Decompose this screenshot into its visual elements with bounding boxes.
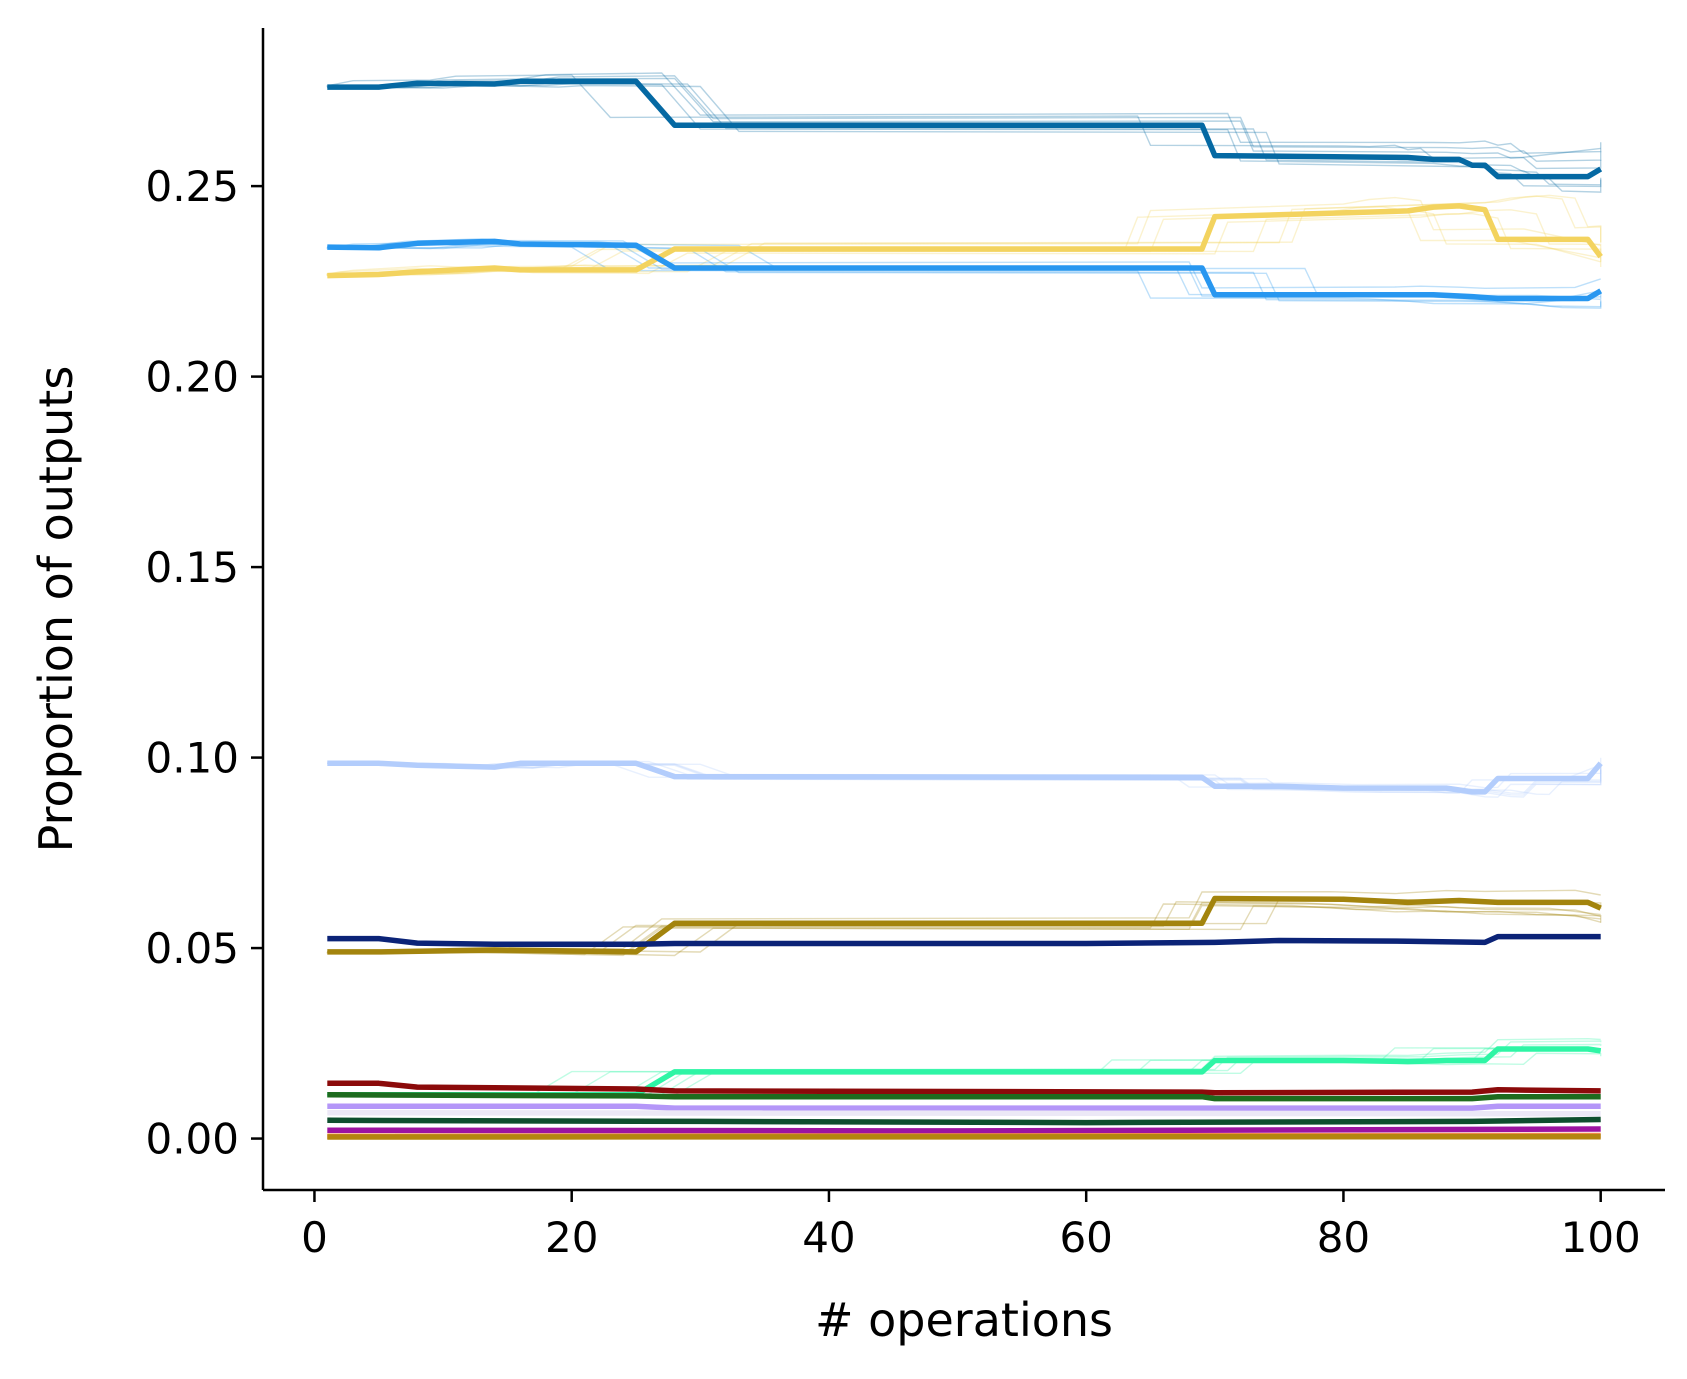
background-trace bbox=[326, 241, 1601, 305]
series-line bbox=[327, 1046, 1602, 1098]
background-trace bbox=[326, 206, 1601, 276]
background-trace bbox=[327, 194, 1602, 277]
series-line bbox=[327, 933, 1601, 948]
x-axis-label: # operations bbox=[815, 1293, 1113, 1347]
series-line bbox=[327, 1126, 1601, 1134]
x-tick-label: 40 bbox=[802, 1213, 855, 1262]
background-trace bbox=[326, 196, 1601, 276]
background-trace bbox=[327, 75, 1602, 162]
series-line bbox=[327, 1080, 1601, 1096]
background-trace bbox=[327, 72, 1602, 154]
background-trace bbox=[326, 74, 1601, 160]
series-line bbox=[327, 895, 1602, 955]
y-tick-label: 0.15 bbox=[145, 543, 239, 592]
background-trace bbox=[327, 83, 1602, 188]
x-tick-label: 0 bbox=[301, 1213, 328, 1262]
y-tick-label: 0.05 bbox=[145, 924, 239, 973]
background-trace bbox=[327, 84, 1602, 193]
series-line bbox=[327, 1109, 1601, 1117]
x-tick-label: 80 bbox=[1317, 1213, 1370, 1262]
y-tick-label: 0.25 bbox=[145, 162, 239, 211]
series-line bbox=[327, 78, 1603, 180]
x-tick-label: 60 bbox=[1059, 1213, 1112, 1262]
series-lines bbox=[327, 78, 1603, 1140]
x-ticks: 0 20 40 60 80 100 bbox=[301, 1190, 1641, 1262]
series-line bbox=[327, 1103, 1601, 1111]
x-tick-label: 100 bbox=[1561, 1213, 1641, 1262]
background-trace bbox=[327, 1043, 1602, 1096]
x-tick-label: 20 bbox=[545, 1213, 598, 1262]
series-line bbox=[327, 238, 1603, 302]
axes bbox=[261, 28, 1665, 1192]
y-tick-label: 0.20 bbox=[145, 353, 239, 402]
y-tick-label: 0.00 bbox=[145, 1115, 239, 1164]
background-trace bbox=[327, 82, 1602, 186]
y-axis-label: Proportion of outputs bbox=[29, 366, 83, 853]
series-line bbox=[327, 760, 1603, 795]
y-ticks: 0.00 0.05 0.10 0.15 0.20 0.25 bbox=[145, 162, 263, 1164]
series-line bbox=[327, 1092, 1601, 1102]
y-tick-label: 0.10 bbox=[145, 734, 239, 783]
series-line bbox=[327, 203, 1603, 279]
series-line bbox=[327, 1116, 1601, 1126]
